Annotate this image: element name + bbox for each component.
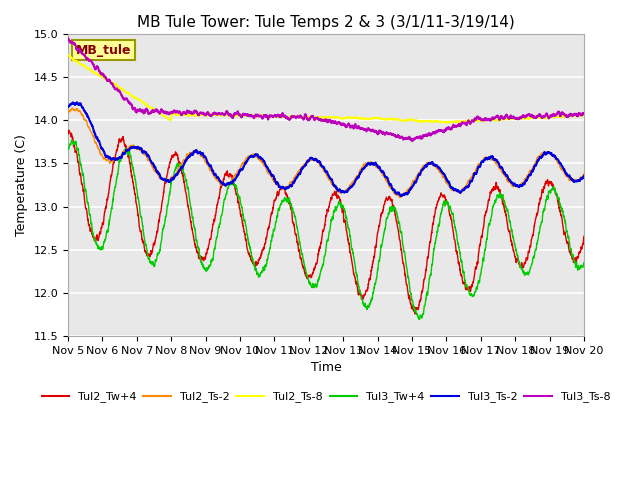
Tul3_Tw+4 bbox=[570, 258, 578, 264]
Tul2_Tw+4 bbox=[515, 260, 522, 265]
Tul3_Ts-2 bbox=[124, 148, 131, 154]
X-axis label: Time: Time bbox=[310, 361, 341, 374]
Tul2_Ts-8 bbox=[154, 108, 161, 114]
Tul3_Ts-8 bbox=[570, 111, 578, 117]
Tul2_Ts-2 bbox=[570, 178, 578, 184]
Tul3_Ts-2 bbox=[64, 104, 72, 109]
Tul2_Tw+4 bbox=[65, 127, 73, 133]
Tul2_Ts-8 bbox=[123, 90, 131, 96]
Tul3_Ts-8 bbox=[154, 108, 161, 114]
Tul2_Tw+4 bbox=[285, 196, 292, 202]
Tul3_Ts-8 bbox=[64, 36, 72, 41]
Tul3_Tw+4 bbox=[415, 316, 423, 322]
Tul3_Ts-8 bbox=[284, 115, 292, 121]
Tul3_Tw+4 bbox=[580, 260, 588, 265]
Tul3_Ts-8 bbox=[580, 111, 588, 117]
Tul2_Ts-2 bbox=[396, 194, 404, 200]
Tul3_Tw+4 bbox=[515, 259, 522, 264]
Tul2_Ts-2 bbox=[580, 171, 588, 177]
Tul2_Ts-2 bbox=[124, 146, 131, 152]
Tul3_Ts-2 bbox=[515, 184, 522, 190]
Line: Tul3_Ts-2: Tul3_Ts-2 bbox=[68, 102, 584, 196]
Tul2_Tw+4 bbox=[64, 131, 72, 136]
Tul3_Ts-8 bbox=[408, 138, 416, 144]
Tul3_Tw+4 bbox=[262, 263, 270, 268]
Tul2_Ts-8 bbox=[262, 113, 269, 119]
Tul3_Ts-2 bbox=[262, 163, 270, 168]
Tul2_Ts-8 bbox=[64, 52, 72, 58]
Title: MB Tule Tower: Tule Temps 2 & 3 (3/1/11-3/19/14): MB Tule Tower: Tule Temps 2 & 3 (3/1/11-… bbox=[137, 15, 515, 30]
Tul3_Ts-2 bbox=[580, 173, 588, 179]
Tul2_Tw+4 bbox=[570, 258, 578, 264]
Tul2_Ts-8 bbox=[515, 116, 522, 122]
Tul3_Tw+4 bbox=[124, 149, 131, 155]
Tul2_Ts-2 bbox=[68, 105, 76, 111]
Tul2_Tw+4 bbox=[124, 147, 131, 153]
Tul3_Ts-2 bbox=[285, 184, 292, 190]
Tul3_Ts-8 bbox=[515, 116, 522, 121]
Tul2_Ts-2 bbox=[285, 183, 292, 189]
Tul2_Ts-8 bbox=[284, 114, 292, 120]
Y-axis label: Temperature (C): Temperature (C) bbox=[15, 134, 28, 236]
Tul3_Ts-2 bbox=[73, 99, 81, 105]
Tul3_Ts-2 bbox=[397, 193, 405, 199]
Tul2_Tw+4 bbox=[580, 233, 588, 239]
Line: Tul2_Ts-8: Tul2_Ts-8 bbox=[68, 55, 584, 123]
Tul3_Tw+4 bbox=[154, 251, 161, 257]
Line: Tul3_Ts-8: Tul3_Ts-8 bbox=[68, 38, 584, 141]
Tul3_Tw+4 bbox=[64, 146, 72, 152]
Line: Tul2_Tw+4: Tul2_Tw+4 bbox=[68, 130, 584, 314]
Tul2_Ts-2 bbox=[64, 109, 72, 115]
Tul2_Ts-2 bbox=[154, 171, 161, 177]
Tul2_Tw+4 bbox=[411, 311, 419, 317]
Line: Tul3_Tw+4: Tul3_Tw+4 bbox=[68, 140, 584, 319]
Tul2_Tw+4 bbox=[154, 228, 161, 234]
Tul3_Ts-8 bbox=[123, 96, 131, 102]
Tul3_Tw+4 bbox=[68, 137, 76, 143]
Legend: Tul2_Tw+4, Tul2_Ts-2, Tul2_Ts-8, Tul3_Tw+4, Tul3_Ts-2, Tul3_Ts-8: Tul2_Tw+4, Tul2_Ts-2, Tul2_Ts-8, Tul3_Tw… bbox=[37, 387, 615, 407]
Tul2_Ts-8 bbox=[570, 112, 578, 118]
Text: MB_tule: MB_tule bbox=[76, 44, 131, 57]
Tul2_Ts-2 bbox=[262, 166, 270, 171]
Tul3_Ts-2 bbox=[154, 169, 161, 175]
Tul3_Ts-8 bbox=[262, 113, 269, 119]
Tul2_Ts-8 bbox=[580, 112, 588, 118]
Tul2_Tw+4 bbox=[262, 236, 270, 242]
Tul2_Ts-8 bbox=[444, 120, 451, 126]
Line: Tul2_Ts-2: Tul2_Ts-2 bbox=[68, 108, 584, 197]
Tul3_Tw+4 bbox=[285, 199, 292, 204]
Tul2_Ts-2 bbox=[515, 183, 522, 189]
Tul3_Ts-2 bbox=[570, 179, 578, 184]
